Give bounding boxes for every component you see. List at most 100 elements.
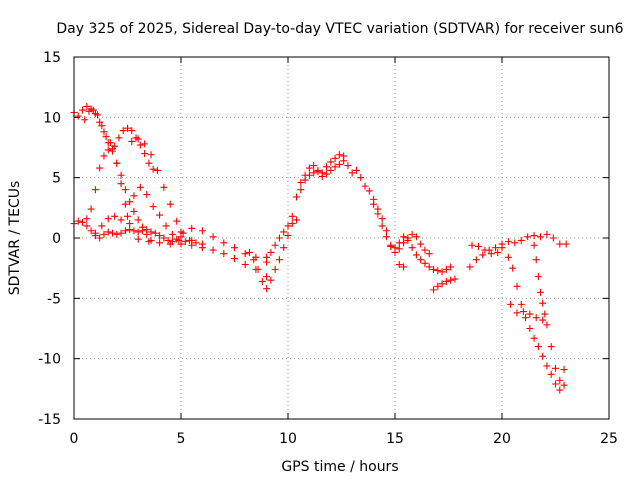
series-arc-12 [297,157,348,194]
data-point [335,151,343,159]
data-point [513,309,521,317]
data-point [562,240,570,248]
data-point [481,246,489,254]
data-point [412,233,420,241]
series-arc-15 [395,261,408,271]
data-point [552,380,559,388]
data-point [492,244,500,252]
data-point [220,239,228,247]
data-point [91,229,99,237]
data-point [126,220,134,228]
data-point [164,236,172,244]
data-point [539,299,547,307]
data-point [74,112,82,120]
data-point [209,246,217,254]
data-point [83,215,91,223]
series-arc-5 [91,183,196,246]
y-tick-label: 15 [43,50,61,66]
data-point [434,267,442,275]
data-point [297,178,305,186]
data-point [543,230,551,238]
data-point [532,314,540,322]
data-point [288,220,296,228]
data-point [442,277,450,285]
data-point [513,282,521,290]
data-point [323,163,331,171]
data-point [293,193,301,201]
data-point [100,152,108,160]
data-point [352,166,360,174]
data-point [134,216,142,224]
data-point [267,248,275,256]
data-point [98,222,106,230]
data-point [231,244,238,252]
data-point [166,200,174,208]
data-point [560,381,568,389]
data-point [552,364,559,372]
y-tick-label: -10 [38,352,61,368]
data-point [404,234,412,242]
data-point [124,212,131,220]
data-point [412,251,420,259]
data-point [149,165,157,173]
data-point [263,253,271,261]
data-point [98,122,106,130]
x-axis-label: GPS time / hours [281,459,398,475]
data-point [74,217,82,225]
series-arc-4 [83,145,134,228]
data-point [530,334,538,342]
data-point [357,174,365,182]
data-point [81,116,89,124]
data-point [472,256,480,264]
data-point [111,212,119,220]
data-point [241,261,249,269]
data-point [400,239,408,247]
data-point [254,265,262,273]
data-point [109,229,117,237]
data-point [126,226,134,234]
data-point [391,248,399,256]
data-point [89,106,97,114]
series-arc-11 [280,151,378,252]
data-point [102,133,110,141]
data-point [327,158,335,166]
data-point [400,263,408,271]
data-point [141,140,149,148]
data-point [421,246,429,254]
data-point [297,186,305,194]
y-tick-label: -5 [47,291,61,307]
data-point [314,168,322,176]
data-point [340,157,348,165]
data-point [382,227,390,235]
data-point [156,232,164,240]
x-tick-label: 10 [279,431,297,447]
data-point [134,228,142,236]
data-point [79,218,87,226]
data-point [466,263,474,271]
data-point [504,253,512,261]
data-point [160,183,168,191]
y-tick-label: 10 [43,110,61,126]
data-point [507,300,515,308]
y-tick-label: 0 [52,231,61,247]
data-point [245,248,253,256]
data-point [113,159,121,167]
data-point [106,139,114,147]
data-point [198,227,206,235]
series-arc-2 [70,217,185,246]
y-tick-label: -15 [38,412,61,428]
data-point [280,244,288,252]
data-point [526,310,534,318]
data-point [288,212,296,220]
series-arc-17 [466,230,570,271]
data-point [87,205,95,213]
series-arc-6 [128,135,206,248]
data-point [284,222,292,230]
data-point [83,102,91,110]
data-point [267,276,275,284]
x-tick-label: 25 [600,431,618,447]
data-point [231,255,238,263]
data-point [271,265,279,273]
data-point [305,164,313,172]
